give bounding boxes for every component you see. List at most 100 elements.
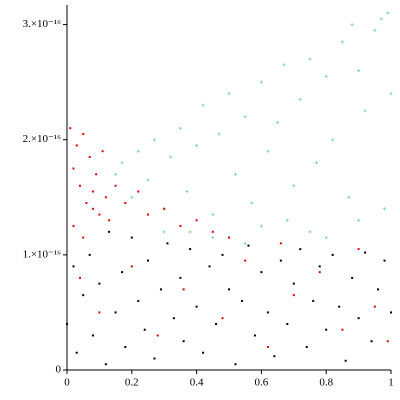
point	[279, 242, 282, 245]
point	[344, 359, 347, 362]
point	[266, 345, 269, 348]
point	[227, 92, 231, 96]
point	[182, 288, 185, 291]
point	[357, 248, 360, 251]
point	[298, 97, 302, 101]
point	[147, 213, 149, 216]
point	[114, 311, 117, 314]
point	[91, 334, 94, 337]
point	[373, 305, 376, 308]
x-tick-label: 0.2	[125, 377, 139, 389]
point	[292, 184, 296, 188]
point	[108, 219, 111, 222]
point	[244, 259, 247, 262]
point	[136, 149, 140, 153]
y-tick-label: 1.×10⁻¹⁶	[23, 248, 62, 260]
point	[130, 265, 133, 268]
point	[156, 334, 159, 337]
point	[211, 213, 215, 217]
point	[305, 345, 308, 348]
point	[273, 355, 276, 358]
point	[260, 271, 263, 274]
point	[340, 40, 344, 44]
point	[292, 294, 295, 297]
point	[312, 299, 315, 302]
point	[285, 218, 289, 222]
point	[208, 265, 211, 268]
point	[98, 282, 101, 285]
point	[318, 271, 321, 274]
point	[98, 213, 101, 216]
point	[152, 138, 156, 142]
point	[153, 357, 156, 360]
point	[82, 132, 85, 135]
y-tick-label: 0	[56, 364, 62, 376]
point	[357, 218, 361, 222]
point	[292, 282, 295, 285]
point	[325, 328, 328, 331]
point	[88, 155, 91, 158]
point	[282, 63, 286, 67]
point	[338, 305, 341, 308]
point	[185, 190, 189, 194]
point	[78, 184, 81, 187]
point	[121, 271, 124, 274]
point	[247, 244, 250, 247]
point	[179, 225, 182, 228]
x-tick-label: 0.4	[190, 377, 204, 389]
point	[215, 322, 218, 325]
point	[75, 351, 78, 354]
point	[324, 236, 328, 240]
point	[234, 363, 237, 366]
point	[357, 317, 360, 320]
point	[386, 340, 389, 343]
point	[104, 363, 107, 366]
point	[108, 230, 111, 233]
point	[377, 288, 380, 291]
point	[243, 115, 247, 119]
point	[221, 317, 224, 320]
point	[163, 207, 166, 210]
point	[243, 241, 247, 245]
point	[266, 149, 270, 153]
point	[331, 253, 334, 256]
point	[299, 248, 302, 251]
point	[364, 251, 367, 254]
point	[370, 340, 373, 343]
point	[308, 57, 312, 61]
point	[351, 276, 354, 279]
point	[162, 230, 166, 234]
point	[146, 178, 150, 182]
point	[72, 167, 75, 170]
point	[172, 317, 175, 320]
point	[228, 288, 230, 291]
point	[72, 225, 75, 228]
point	[72, 265, 75, 268]
point	[331, 138, 335, 142]
point	[124, 345, 127, 348]
point	[195, 143, 199, 147]
point	[169, 155, 173, 159]
point	[266, 311, 269, 314]
point	[114, 184, 117, 187]
point	[137, 299, 140, 302]
point	[383, 259, 386, 262]
point	[233, 172, 237, 176]
point	[166, 242, 169, 245]
point	[95, 173, 98, 176]
point	[202, 351, 205, 354]
point	[383, 207, 387, 211]
point	[250, 201, 254, 205]
point	[75, 144, 78, 147]
point	[217, 132, 221, 136]
point	[324, 74, 328, 78]
point	[124, 202, 127, 205]
point	[389, 92, 393, 96]
point	[91, 207, 94, 210]
x-tick-label: 0.8	[319, 377, 333, 389]
point	[379, 17, 383, 21]
point	[259, 224, 263, 228]
point	[91, 190, 94, 193]
